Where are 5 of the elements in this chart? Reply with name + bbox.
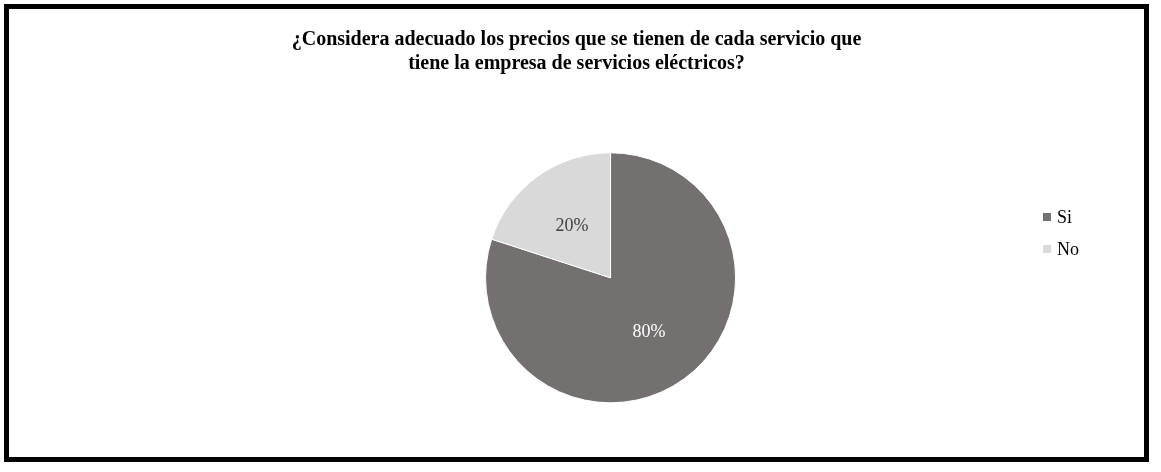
data-label: 80% xyxy=(632,320,666,341)
chart-title: ¿Considera adecuado los precios que se tienen de cada servicio que tiene la empresa de servicios eléctricos? xyxy=(291,27,862,74)
legend-label: Si xyxy=(1057,207,1073,227)
legend-label: No xyxy=(1057,239,1079,259)
data-label: 20% xyxy=(555,214,589,235)
